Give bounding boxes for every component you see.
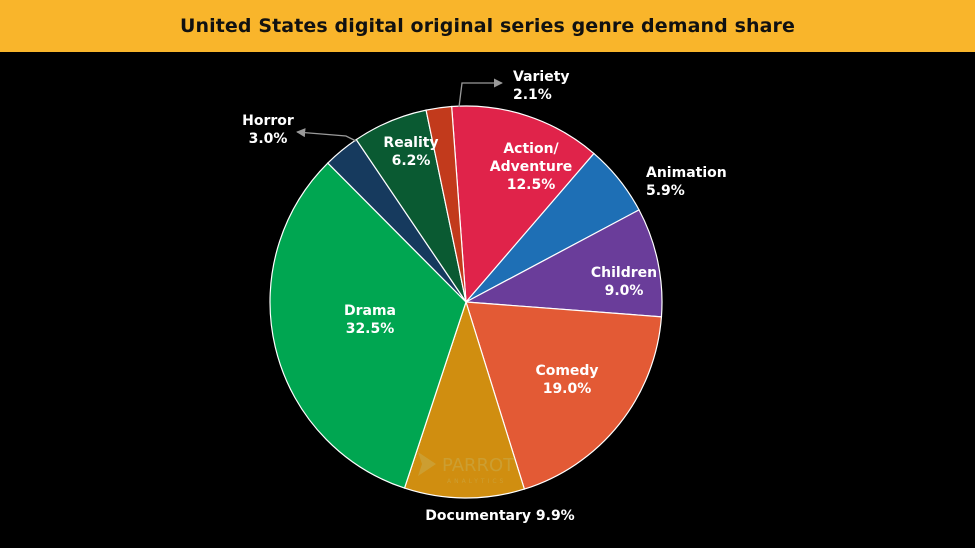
pie-slice-action-adventure	[451, 105, 595, 304]
slice-label-animation: Animation 5.9%	[646, 165, 727, 199]
slice-label-reality: Reality 6.2%	[383, 135, 438, 169]
watermark-arrow-icon	[418, 452, 436, 476]
watermark: PARROT ANALYTICS	[418, 452, 515, 485]
slice-value-label: 9.0%	[605, 283, 644, 299]
chart-title: United States digital original series ge…	[179, 15, 796, 37]
slice-category-label: Drama	[344, 303, 396, 319]
pie-slice-children	[463, 209, 663, 318]
slice-label-line: Documentary 9.9%	[425, 508, 574, 524]
pie-slice-documentary	[403, 300, 526, 499]
leader-lines	[296, 78, 503, 142]
slice-value-label: 5.9%	[646, 183, 685, 199]
watermark-subtext: ANALYTICS	[447, 478, 506, 485]
pie-labels: Action/Adventure 12.5% Animation 5.9% Childr…	[242, 69, 727, 524]
leader-line-variety	[458, 78, 503, 108]
slice-category-label: Children	[591, 265, 657, 281]
slice-category-label: Adventure	[490, 159, 573, 175]
slice-value-label: 2.1%	[513, 87, 552, 103]
pie-slice-comedy	[465, 301, 663, 490]
slice-category-label: Horror	[242, 113, 294, 129]
slice-label-drama: Drama 32.5%	[344, 303, 396, 337]
slice-category-label: Comedy	[535, 363, 598, 379]
slice-label-horror: Horror 3.0%	[242, 113, 294, 147]
slice-value-label: 3.0%	[249, 131, 288, 147]
slice-value-label: 12.5%	[507, 177, 556, 193]
title-bar: United States digital original series ge…	[0, 0, 975, 52]
watermark-text: PARROT	[442, 455, 515, 476]
pie-slice-variety	[425, 105, 467, 303]
slice-label-documentary: Documentary 9.9%	[425, 508, 574, 524]
slice-category-label: Reality	[383, 135, 438, 151]
slice-value-label: 6.2%	[392, 153, 431, 169]
pie-slices	[269, 105, 663, 499]
chart-area: PARROT ANALYTICS Action/Adventure 12.5% An…	[0, 52, 975, 544]
slice-value-label: 32.5%	[346, 321, 395, 337]
slice-label-action-adventure: Action/Adventure 12.5%	[490, 141, 573, 193]
pie-chart: PARROT ANALYTICS Action/Adventure 12.5% An…	[242, 69, 727, 524]
leader-line-horror	[296, 128, 357, 142]
slice-label-children: Children 9.0%	[591, 265, 657, 299]
slice-label-comedy: Comedy 19.0%	[535, 363, 598, 397]
slice-value-label: 19.0%	[543, 381, 592, 397]
slice-category-label: Variety	[513, 69, 570, 85]
pie-slice-drama	[269, 162, 467, 489]
slice-category-label: Action/	[503, 141, 559, 157]
slice-category-label: Animation	[646, 165, 727, 181]
slice-label-variety: Variety 2.1%	[513, 69, 570, 103]
